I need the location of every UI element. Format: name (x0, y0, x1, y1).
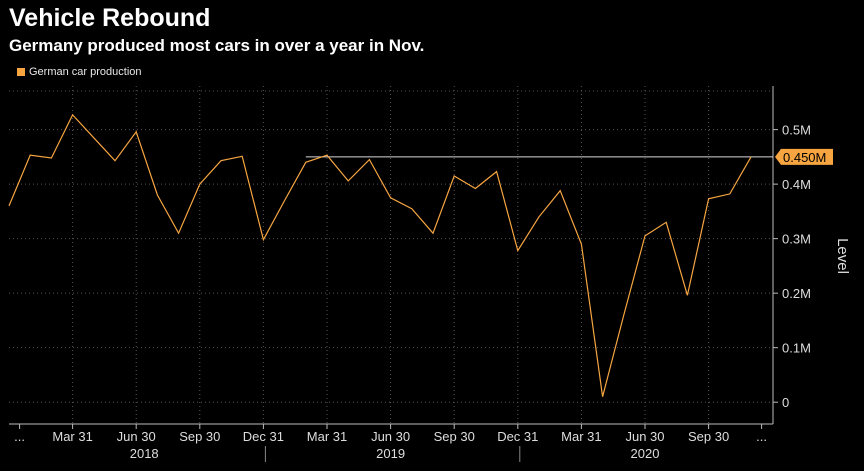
x-tick-label: ... (14, 429, 25, 444)
x-tick-label: Sep 30 (434, 429, 475, 444)
year-label: 2019 (376, 446, 405, 461)
y-tick-label: 0.5M (782, 123, 811, 138)
grid-lines (9, 86, 773, 424)
x-tick-label: Jun 30 (371, 429, 410, 444)
series-line-german-car-production[interactable] (8, 113, 752, 397)
x-tick-label: Dec 31 (243, 429, 284, 444)
year-label: 2018 (130, 446, 159, 461)
x-tick-labels: ... Mar 31 Jun 30 Sep 30 Dec 31 Mar 31 Jun 30 S… (14, 429, 767, 444)
reference-line: 0.450M (305, 148, 833, 165)
x-tick-label: Jun 30 (117, 429, 156, 444)
y-axis-label: Level (834, 238, 851, 274)
last-value-tag (775, 148, 833, 165)
legend[interactable]: German car production (17, 66, 142, 78)
y-tick-labels: 0.5M 0.4M 0.3M 0.2M 0.1M 0 (782, 123, 811, 411)
x-tick-label: Jun 30 (625, 429, 664, 444)
last-value-label: 0.450M (783, 150, 826, 165)
y-tick-label: 0 (782, 395, 789, 410)
legend-label: German car production (29, 66, 142, 78)
x-tick-label: Dec 31 (497, 429, 538, 444)
y-tick-label: 0.1M (782, 341, 811, 356)
chart-title: Vehicle Rebound (9, 4, 211, 32)
y-tick-label: 0.4M (782, 177, 811, 192)
year-label: 2020 (631, 446, 660, 461)
x-tick-label: Sep 30 (179, 429, 220, 444)
x-tick-label: Mar 31 (561, 429, 601, 444)
axes (9, 86, 778, 462)
chart-subtitle: Germany produced most cars in over a yea… (9, 36, 425, 55)
year-labels: 2018 2019 2020 (130, 446, 660, 461)
x-tick-label: Mar 31 (52, 429, 92, 444)
x-tick-label: ... (756, 429, 767, 444)
legend-swatch (17, 68, 25, 76)
series-line[interactable] (8, 113, 752, 398)
x-tick-label: Sep 30 (688, 429, 729, 444)
x-tick-label: Mar 31 (307, 429, 347, 444)
y-tick-label: 0.2M (782, 286, 811, 301)
y-tick-label: 0.3M (782, 232, 811, 247)
